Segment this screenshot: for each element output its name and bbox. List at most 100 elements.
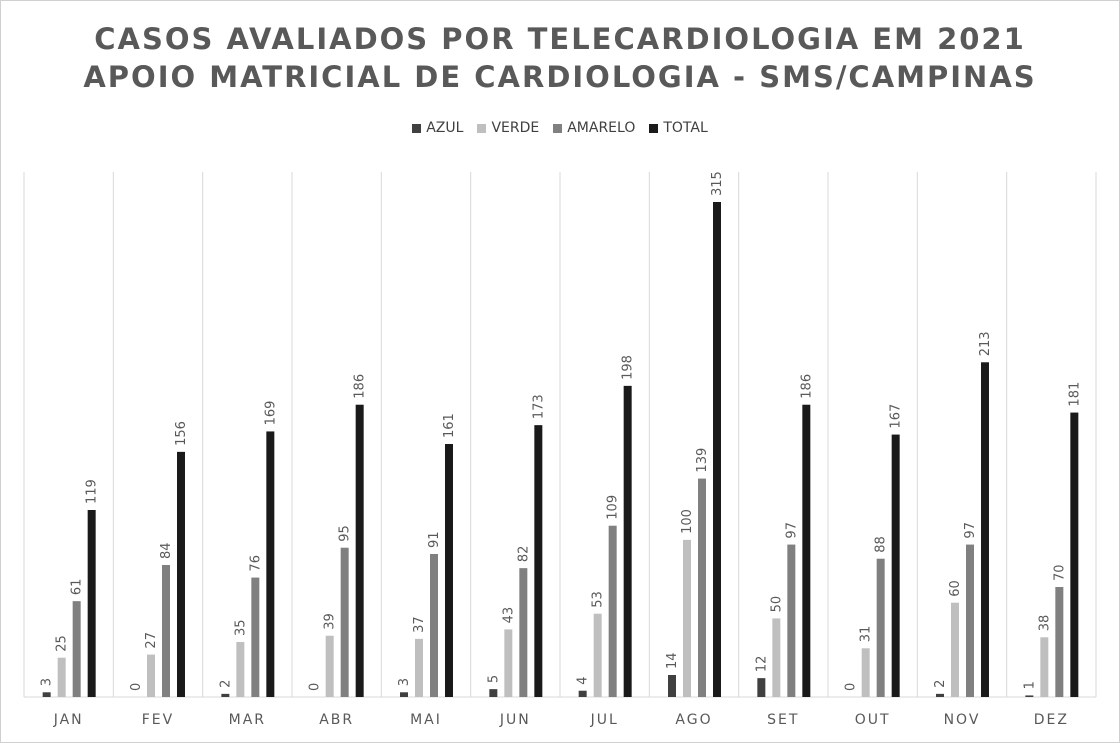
legend-item-total: TOTAL — [649, 120, 708, 136]
bar-verde-dez — [1040, 637, 1049, 697]
x-tick-label-jan: JAN — [53, 712, 84, 728]
chart-title: CASOS AVALIADOS POR TELECARDIOLOGIA EM 2… — [94, 22, 1026, 56]
data-label-verde-abr: 39 — [323, 613, 338, 630]
bar-azul-nov — [936, 693, 944, 697]
data-label-azul-mai: 3 — [397, 678, 412, 686]
bar-amarelo-mar — [251, 577, 260, 697]
bar-amarelo-jan — [72, 601, 81, 697]
x-tick-label-out: OUT — [855, 712, 891, 728]
legend-item-verde: VERDE — [477, 120, 539, 136]
bar-verde-fev — [147, 654, 155, 697]
bar-total-jan — [87, 510, 96, 697]
data-label-total-abr: 186 — [353, 374, 368, 399]
bar-verde-mai — [415, 638, 423, 697]
bar-amarelo-ago — [698, 478, 706, 697]
data-label-total-jan: 119 — [85, 479, 100, 504]
bar-azul-mar — [221, 693, 230, 697]
x-tick-label-dez: DEZ — [1034, 712, 1069, 728]
bar-amarelo-jul — [608, 525, 617, 697]
legend-swatch-total — [649, 123, 659, 133]
data-label-amarelo-mar: 76 — [248, 555, 263, 572]
data-label-azul-mar: 2 — [218, 680, 233, 688]
x-tick-label-mar: MAR — [229, 712, 266, 728]
data-label-azul-jul: 4 — [576, 676, 591, 684]
chart-subtitle: APOIO MATRICIAL DE CARDIOLOGIA - SMS/CAM… — [83, 60, 1037, 94]
data-label-verde-jul: 53 — [591, 591, 606, 608]
bar-verde-jun — [504, 629, 513, 697]
bar-azul-dez — [1025, 695, 1034, 697]
data-label-verde-jun: 43 — [501, 607, 516, 624]
data-label-azul-set: 12 — [754, 656, 769, 673]
x-tick-label-jul: JUL — [590, 712, 619, 728]
bar-total-fev — [177, 451, 185, 697]
data-label-total-dez: 181 — [1067, 382, 1082, 407]
data-label-amarelo-jun: 82 — [516, 546, 531, 563]
data-label-amarelo-out: 88 — [874, 536, 889, 553]
bar-azul-mai — [400, 692, 408, 697]
data-label-azul-out: 0 — [844, 683, 859, 691]
bar-azul-jun — [489, 689, 498, 697]
bar-amarelo-abr — [340, 547, 349, 697]
bar-total-mar — [266, 431, 275, 697]
data-label-amarelo-mai: 91 — [427, 531, 442, 548]
data-label-amarelo-set: 97 — [784, 522, 799, 539]
legend-swatch-azul — [412, 123, 422, 133]
x-tick-label-ago: AGO — [675, 712, 712, 728]
legend-label-verde: VERDE — [491, 120, 540, 136]
x-tick-label-jun: JUN — [499, 712, 531, 728]
legend-swatch-verde — [477, 123, 487, 133]
bar-amarelo-set — [787, 544, 796, 697]
legend-label-total: TOTAL — [663, 120, 708, 136]
x-tick-label-set: SET — [767, 712, 799, 728]
data-label-verde-fev: 27 — [144, 632, 159, 649]
data-label-total-ago: 315 — [710, 171, 725, 196]
data-label-total-mar: 169 — [263, 401, 278, 426]
data-label-verde-nov: 60 — [948, 580, 963, 597]
bar-verde-ago — [683, 539, 691, 697]
bar-total-jun — [534, 425, 543, 697]
data-label-amarelo-ago: 139 — [695, 448, 710, 473]
legend-label-azul: AZUL — [426, 120, 464, 136]
data-label-azul-jun: 5 — [486, 675, 501, 683]
bar-amarelo-nov — [966, 544, 974, 697]
data-label-total-nov: 213 — [978, 331, 993, 356]
bar-azul-ago — [668, 675, 676, 697]
data-label-total-mai: 161 — [442, 413, 457, 438]
bar-amarelo-fev — [162, 565, 170, 697]
data-label-amarelo-dez: 70 — [1052, 564, 1067, 581]
data-label-azul-abr: 0 — [308, 683, 323, 691]
bar-total-abr — [355, 404, 364, 697]
legend-swatch-amarelo — [553, 123, 563, 133]
legend-item-azul: AZUL — [412, 120, 463, 136]
data-label-verde-mar: 35 — [233, 619, 248, 636]
bar-amarelo-out — [876, 558, 885, 697]
data-label-verde-jan: 25 — [55, 635, 70, 652]
bar-total-jul — [623, 385, 632, 697]
bar-amarelo-dez — [1055, 587, 1064, 697]
data-label-total-fev: 156 — [174, 421, 189, 446]
bar-total-nov — [981, 362, 989, 697]
data-label-verde-set: 50 — [769, 596, 784, 613]
x-tick-label-mai: MAI — [410, 712, 442, 728]
legend-item-amarelo: AMARELO — [553, 120, 635, 136]
data-label-azul-fev: 0 — [129, 683, 144, 691]
x-tick-label-fev: FEV — [142, 712, 174, 728]
bar-azul-jul — [578, 690, 587, 697]
data-label-amarelo-jan: 61 — [70, 579, 85, 596]
data-label-verde-ago: 100 — [680, 509, 695, 534]
bar-total-mai — [445, 444, 453, 697]
bar-verde-nov — [951, 602, 959, 697]
data-label-amarelo-nov: 97 — [963, 522, 978, 539]
data-label-total-jul: 198 — [621, 355, 636, 380]
bar-verde-abr — [325, 635, 334, 697]
data-label-azul-nov: 2 — [933, 680, 948, 688]
data-label-verde-mai: 37 — [412, 616, 427, 633]
x-tick-label-nov: NOV — [944, 712, 981, 728]
chart-legend: AZUL VERDE AMARELO TOTAL — [0, 120, 1120, 136]
data-label-total-jun: 173 — [531, 394, 546, 419]
bar-verde-mar — [236, 642, 245, 697]
bar-verde-jul — [593, 613, 602, 697]
bar-azul-set — [757, 678, 766, 697]
data-label-amarelo-fev: 84 — [159, 542, 174, 559]
bar-amarelo-jun — [519, 568, 528, 697]
